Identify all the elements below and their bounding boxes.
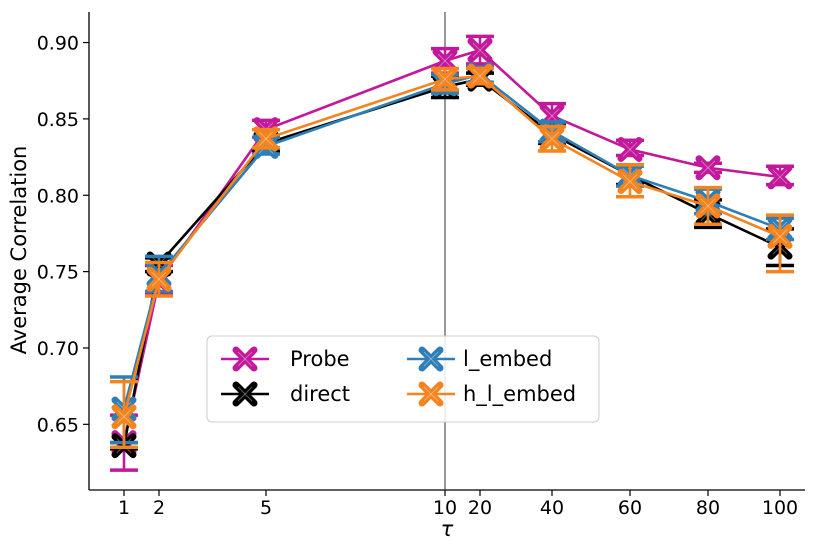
data-point-probe <box>467 37 493 63</box>
legend-marker <box>418 346 444 372</box>
legend-label: direct <box>290 382 350 406</box>
legend-label: Probe <box>290 347 350 371</box>
y-tick-label: 0.65 <box>37 414 79 436</box>
y-tick-label: 0.75 <box>37 262 79 284</box>
x-tick-label: 100 <box>762 497 798 519</box>
legend-marker <box>232 381 258 407</box>
y-tick-label: 0.90 <box>37 33 79 55</box>
legend-marker <box>418 381 444 407</box>
y-tick-label: 0.70 <box>37 338 79 360</box>
x-tick-label: 80 <box>696 497 720 519</box>
data-point-h-l-embed <box>767 223 793 249</box>
legend-item-l-embed: l_embed <box>407 346 552 372</box>
legend-item-direct: direct <box>221 381 350 407</box>
x-tick-label: 1 <box>118 497 130 519</box>
x-tick-label: 10 <box>433 497 457 519</box>
data-point-h-l-embed <box>111 404 137 430</box>
x-tick-label: 40 <box>540 497 564 519</box>
axes-layer <box>88 12 805 491</box>
x-tick-label: 2 <box>153 497 165 519</box>
data-point-probe <box>767 164 793 190</box>
legend-label: h_l_embed <box>463 382 576 407</box>
legend-frame <box>206 335 600 423</box>
x-tick-label: 20 <box>468 497 492 519</box>
x-axis-label: τ <box>441 517 454 541</box>
data-point-h-l-embed <box>432 66 458 92</box>
data-point-h-l-embed <box>539 126 565 152</box>
data-point-h-l-embed <box>146 266 172 292</box>
legend-label: l_embed <box>463 347 552 372</box>
legend-item-h-l-embed: h_l_embed <box>407 381 576 407</box>
x-tick-label: 60 <box>618 497 642 519</box>
data-point-h-l-embed <box>253 126 279 152</box>
data-point-probe <box>617 136 643 162</box>
series-layer <box>110 34 794 472</box>
y-tick-label: 0.80 <box>37 185 79 207</box>
data-point-h-l-embed <box>467 63 493 89</box>
data-point-h-l-embed <box>617 169 643 195</box>
y-axis-label: Average Correlation <box>7 146 31 355</box>
legend-item-probe: Probe <box>221 346 350 372</box>
legend: Probe direct l_embed h_l_embed <box>206 335 600 423</box>
y-ticks: 0.65 0.70 0.75 0.80 0.85 0.90 <box>37 33 89 436</box>
legend-marker <box>232 346 258 372</box>
x-ticks: 1 2 5 10 20 40 60 80 100 <box>118 12 798 519</box>
series-h-l-embed <box>110 63 794 449</box>
x-tick-label: 5 <box>260 497 272 519</box>
data-point-h-l-embed <box>695 193 721 219</box>
data-point-probe <box>695 155 721 181</box>
y-tick-label: 0.85 <box>37 109 79 131</box>
